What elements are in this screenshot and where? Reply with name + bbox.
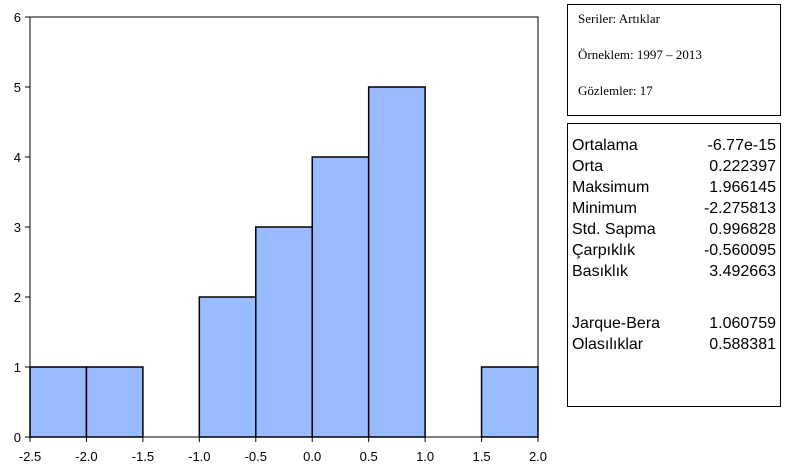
stat-label: Olasılıklar	[572, 336, 644, 353]
histogram-bar-4	[255, 226, 313, 438]
stat-label: Minimum	[572, 200, 637, 217]
x-tick-label-8: 1.5	[473, 449, 491, 464]
stat-value: -0.560095	[703, 242, 776, 259]
stat-value: -2.275813	[703, 200, 776, 217]
stat-label: Jarque-Bera	[572, 315, 661, 332]
stat-value: 3.492663	[709, 263, 776, 280]
x-tick-label-6: 0.5	[360, 449, 378, 464]
stat-row-median: Orta 0.222397	[572, 158, 776, 178]
series-info-box: Seriler: Artıklar Örneklem: 1997 – 2013 …	[567, 4, 781, 116]
stat-row-skewness: Çarpıklık -0.560095	[572, 242, 776, 262]
y-tick-label-6: 6	[14, 10, 21, 25]
y-tick-label-1: 1	[14, 360, 21, 375]
stat-label: Basıklık	[572, 263, 629, 280]
stat-label: Çarpıklık	[572, 242, 636, 259]
statistics-box: Ortalama -6.77e-15 Orta 0.222397 Maksimu…	[567, 123, 781, 407]
y-tick-label-5: 5	[14, 80, 21, 95]
x-tick-label-7: 1.0	[416, 449, 434, 464]
x-tick-label-5: 0.0	[303, 449, 321, 464]
stat-label: Maksimum	[572, 179, 650, 196]
y-tick-label-3: 3	[14, 220, 21, 235]
histogram-bar-0	[29, 366, 88, 438]
stat-value: -6.77e-15	[707, 137, 777, 154]
stat-row-std-dev: Std. Sapma 0.996828	[572, 221, 776, 241]
stat-label: Ortalama	[572, 137, 638, 154]
y-tick-label-2: 2	[14, 290, 21, 305]
stat-value: 0.588381	[709, 336, 776, 353]
histogram-bar-3	[198, 296, 257, 438]
x-tick-label-1: -2.0	[75, 449, 97, 464]
x-tick-label-2: -1.5	[132, 449, 154, 464]
stat-label: Orta	[572, 158, 604, 175]
sample-label: Örneklem: 1997 – 2013	[578, 47, 702, 62]
x-tick-label-4: -0.5	[245, 449, 267, 464]
x-tick-label-9: 2.0	[529, 449, 547, 464]
stat-row-maximum: Maksimum 1.966145	[572, 179, 776, 199]
y-tick-label-4: 4	[14, 150, 21, 165]
stat-value: 1.060759	[709, 315, 776, 332]
series-label: Seriler: Artıklar	[578, 11, 660, 26]
observations-label: Gözlemler: 17	[578, 83, 653, 98]
stat-row-mean: Ortalama -6.77e-15	[572, 137, 776, 157]
x-tick-label-0: -2.5	[19, 449, 41, 464]
stat-row-kurtosis: Basıklık 3.492663	[572, 263, 776, 283]
stat-value: 0.222397	[709, 158, 776, 175]
stat-label: Std. Sapma	[572, 221, 656, 238]
histogram-bar-8	[480, 366, 539, 438]
stat-row-minimum: Minimum -2.275813	[572, 200, 776, 220]
stat-value: 0.996828	[709, 221, 776, 238]
stat-value: 1.966145	[709, 179, 776, 196]
stat-row-jarque-bera: Jarque-Bera 1.060759	[572, 315, 776, 335]
y-tick-label-0: 0	[14, 430, 21, 445]
histogram-bar-1	[85, 366, 144, 438]
x-tick-label-3: -1.0	[188, 449, 210, 464]
histogram-bar-6	[367, 86, 426, 438]
histogram-bar-5	[311, 156, 370, 438]
stat-row-probability: Olasılıklar 0.588381	[572, 336, 776, 356]
histogram-chart: 0 1 2 3 4 5 6 -2.5 -2.0 -1.5 -1.0 -0.5 0.0 0.5 1.0 1.5 2…	[14, 10, 547, 464]
